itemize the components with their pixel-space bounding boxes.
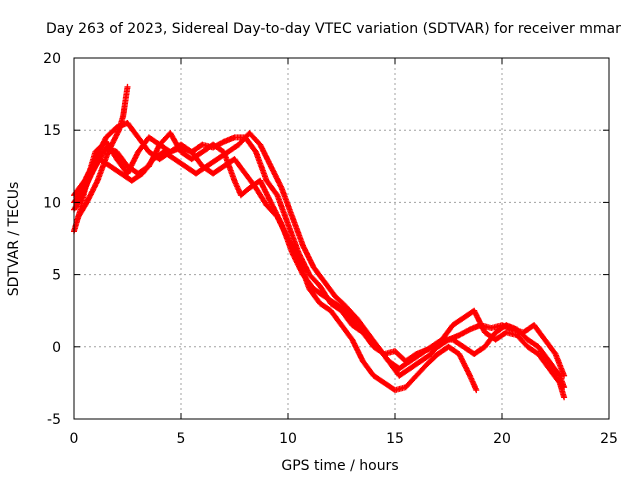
series-track-4	[71, 130, 568, 391]
x-tick-label: 10	[279, 431, 297, 447]
y-tick-label: 15	[43, 123, 61, 139]
chart-title: Day 263 of 2023, Sidereal Day-to-day VTE…	[46, 21, 621, 37]
plot-frame	[73, 57, 610, 420]
x-tick-label: 15	[386, 431, 404, 447]
x-tick-label: 20	[493, 431, 511, 447]
tick-marks	[73, 57, 610, 420]
y-tick-label: 20	[43, 51, 61, 67]
grid	[74, 58, 609, 419]
data-series	[71, 83, 568, 401]
series-markers	[71, 130, 568, 391]
tick-labels: 0 5 10 15 20 25 -5 0 5 10 15 20	[43, 51, 618, 447]
x-tick-label: 0	[70, 431, 79, 447]
y-tick-label: -5	[47, 412, 61, 428]
y-axis-label: SDTVAR / TECUs	[6, 182, 22, 297]
series-markers	[75, 83, 131, 220]
y-tick-label: 5	[52, 268, 61, 284]
x-tick-label: 5	[177, 431, 186, 447]
y-tick-label: 0	[52, 340, 61, 356]
series-track-5	[75, 83, 131, 220]
x-axis-label: GPS time / hours	[281, 458, 398, 474]
x-tick-label: 25	[600, 431, 618, 447]
y-tick-label: 10	[43, 195, 61, 211]
